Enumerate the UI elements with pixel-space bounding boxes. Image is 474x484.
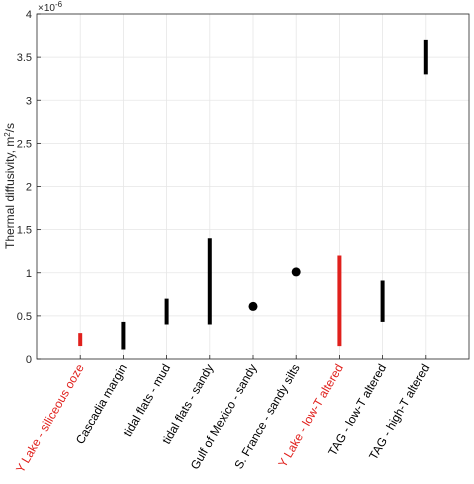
data-point [291, 267, 301, 277]
x-category-label: Y Lake - siliceous ooze [13, 361, 87, 475]
y-axis: 0 0.5 1 1.5 2 2.5 3 3.5 4 [17, 9, 41, 366]
y-tick-label: 0.5 [17, 311, 32, 323]
y-tick-label: 0 [26, 354, 32, 366]
y-tick-label: 2 [26, 182, 32, 194]
data-marks [78, 39, 428, 350]
y-tick-label: 1 [26, 268, 32, 280]
y-tick-label: 4 [26, 9, 32, 21]
y-tick-label: 3 [26, 95, 32, 107]
y-tick-label: 2.5 [17, 138, 32, 150]
y-tick-label: 3.5 [17, 52, 32, 64]
y-tick-label: 1.5 [17, 225, 32, 237]
y-axis-title: Thermal diffusivity, m2/s [3, 123, 17, 249]
data-point [248, 301, 258, 311]
y-exponent-label: ×10-6 [38, 0, 63, 14]
